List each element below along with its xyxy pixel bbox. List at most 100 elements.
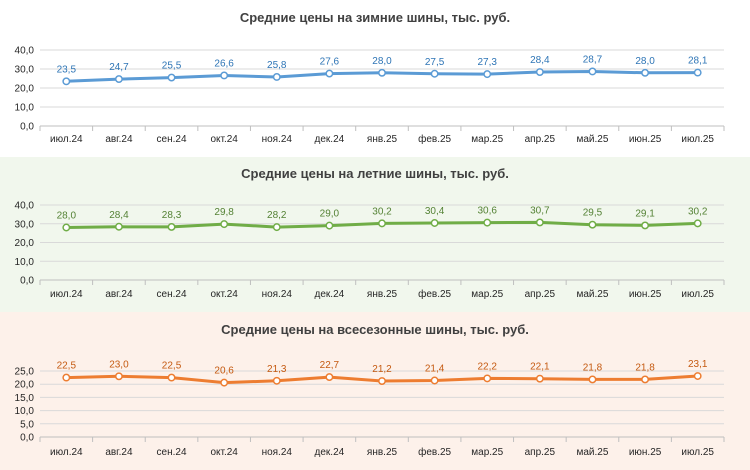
data-label: 29,5 xyxy=(583,208,603,219)
y-tick-label: 0,0 xyxy=(20,276,34,287)
x-tick-label: май.25 xyxy=(576,289,608,300)
x-tick-label: янв.25 xyxy=(367,447,398,458)
data-label: 28,4 xyxy=(109,210,129,221)
data-point xyxy=(167,73,176,82)
data-label: 27,6 xyxy=(320,57,340,68)
data-point xyxy=(220,378,229,387)
data-label: 28,0 xyxy=(57,211,77,222)
data-point xyxy=(378,68,386,77)
x-tick-label: июн.25 xyxy=(629,134,662,145)
x-tick-label: май.25 xyxy=(576,134,608,145)
data-label: 30,4 xyxy=(425,206,445,217)
data-point xyxy=(483,374,492,383)
x-tick-label: июн.25 xyxy=(629,447,662,458)
x-tick-label: сен.24 xyxy=(157,134,187,145)
data-label: 26,6 xyxy=(214,58,234,69)
x-tick-label: янв.25 xyxy=(367,289,398,300)
x-tick-label: июл.24 xyxy=(50,447,83,458)
data-label: 21,8 xyxy=(583,362,603,373)
x-tick-label: мар.25 xyxy=(471,289,503,300)
x-tick-label: янв.25 xyxy=(367,134,398,145)
y-tick-label: 0,0 xyxy=(20,433,34,444)
data-label: 21,3 xyxy=(267,364,287,375)
data-point xyxy=(325,221,334,230)
y-tick-label: 10,0 xyxy=(15,406,35,417)
data-label: 28,3 xyxy=(162,210,182,221)
data-point xyxy=(114,372,123,381)
x-tick-label: июл.25 xyxy=(681,447,714,458)
data-label: 21,2 xyxy=(372,364,392,375)
y-tick-label: 25,0 xyxy=(15,367,35,378)
data-label: 28,2 xyxy=(267,210,287,221)
chart-2: Средние цены на летние шины, тыс. руб. 0,… xyxy=(0,157,750,312)
x-tick-label: сен.24 xyxy=(157,289,187,300)
chart-background xyxy=(0,157,750,312)
data-label: 30,7 xyxy=(530,205,550,216)
data-label: 30,2 xyxy=(688,206,708,217)
data-label: 28,4 xyxy=(530,55,550,66)
data-point xyxy=(693,372,702,380)
x-tick-label: окт.24 xyxy=(210,134,238,145)
x-tick-label: июл.25 xyxy=(681,134,714,145)
data-label: 20,6 xyxy=(214,366,234,377)
x-tick-label: дек.24 xyxy=(315,134,345,145)
data-label: 21,8 xyxy=(635,362,655,373)
data-point xyxy=(641,375,650,384)
data-point xyxy=(272,376,281,385)
data-point xyxy=(641,221,650,230)
data-label: 28,7 xyxy=(583,54,603,65)
chart-title: Средние цены на зимние шины, тыс. руб. xyxy=(240,10,510,25)
x-tick-label: июн.25 xyxy=(629,289,662,300)
data-point xyxy=(588,220,597,229)
y-tick-label: 0,0 xyxy=(20,122,34,133)
data-label: 30,6 xyxy=(477,206,497,217)
chart-background xyxy=(0,312,750,470)
chart-3: Средние цены на всесезонные шины, тыс. р… xyxy=(0,312,750,470)
data-label: 29,8 xyxy=(214,207,234,218)
y-tick-label: 30,0 xyxy=(15,65,35,76)
y-tick-label: 10,0 xyxy=(15,103,35,114)
y-tick-label: 30,0 xyxy=(15,219,35,230)
data-point xyxy=(430,69,439,78)
y-tick-label: 15,0 xyxy=(15,393,35,404)
data-point xyxy=(693,68,702,77)
data-label: 29,0 xyxy=(320,209,340,220)
data-point xyxy=(535,68,544,76)
data-point xyxy=(483,70,492,79)
data-point xyxy=(114,222,123,231)
data-label: 22,1 xyxy=(530,362,550,373)
data-point xyxy=(378,377,386,385)
data-label: 23,0 xyxy=(109,359,129,370)
x-tick-label: июл.24 xyxy=(50,289,83,300)
data-label: 23,1 xyxy=(688,359,708,370)
data-point xyxy=(167,222,176,231)
data-point xyxy=(325,69,334,78)
chart-title: Средние цены на летние шины, тыс. руб. xyxy=(241,166,509,181)
data-point xyxy=(62,77,71,86)
data-point xyxy=(535,374,544,383)
y-tick-label: 20,0 xyxy=(15,84,35,95)
x-tick-label: мар.25 xyxy=(471,447,503,458)
data-point xyxy=(693,219,702,228)
data-label: 25,5 xyxy=(162,61,182,72)
x-tick-label: ноя.24 xyxy=(262,289,293,300)
data-label: 22,5 xyxy=(57,361,77,372)
data-label: 22,5 xyxy=(162,361,182,372)
x-tick-label: сен.24 xyxy=(157,447,187,458)
data-point xyxy=(272,73,281,81)
data-label: 28,0 xyxy=(635,56,655,67)
x-tick-label: авг.24 xyxy=(105,447,133,458)
x-tick-label: апр.25 xyxy=(525,134,556,145)
data-label: 23,5 xyxy=(57,64,77,75)
data-point xyxy=(430,219,439,227)
data-point xyxy=(588,67,597,76)
x-tick-label: фев.25 xyxy=(418,288,451,300)
x-tick-label: дек.24 xyxy=(315,289,345,300)
chart-1: Средние цены на зимние шины, тыс. руб. 0,… xyxy=(0,0,750,157)
x-tick-label: июл.24 xyxy=(50,134,83,145)
x-tick-label: апр.25 xyxy=(525,289,556,300)
x-tick-label: фев.25 xyxy=(418,446,451,458)
data-label: 24,7 xyxy=(109,62,129,73)
data-label: 22,2 xyxy=(477,361,497,372)
